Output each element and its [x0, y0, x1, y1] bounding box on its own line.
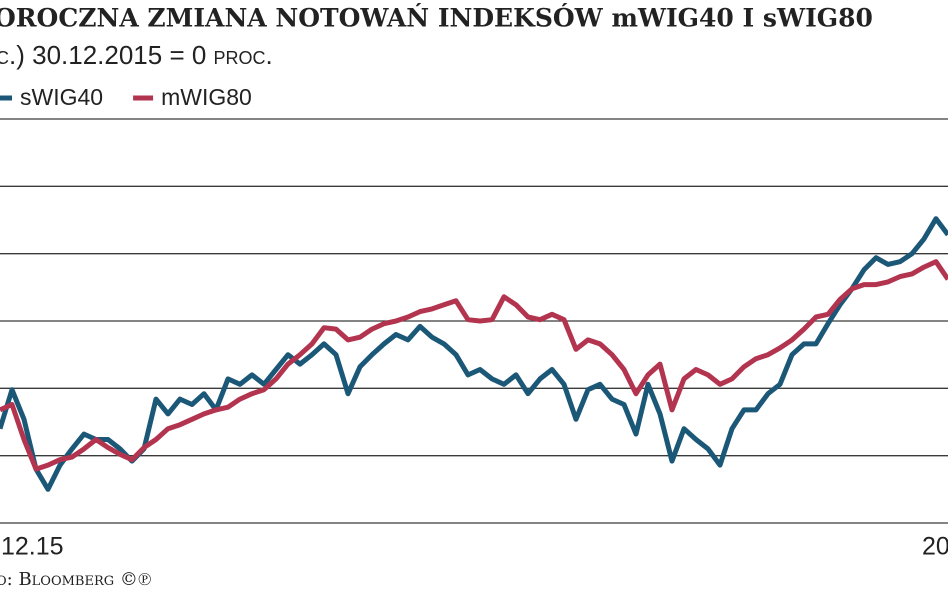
- legend: sWIG40 mWIG80: [0, 84, 252, 110]
- legend-label: mWIG80: [161, 84, 252, 110]
- chart-subtitle: c.) 30.12.2015 = 0 proc.: [0, 40, 273, 70]
- source: o: Bloomberg ©℗: [0, 569, 152, 590]
- chart-title: OROCZNA ZMIANA NOTOWAŃ INDEKSÓW mWIG40 I…: [0, 4, 873, 33]
- line-series: [0, 216, 948, 492]
- legend-label: sWIG40: [20, 84, 103, 110]
- line-series: [0, 259, 948, 472]
- x-tick-label: .12.15: [0, 533, 64, 561]
- x-tick-label: 20: [922, 533, 948, 561]
